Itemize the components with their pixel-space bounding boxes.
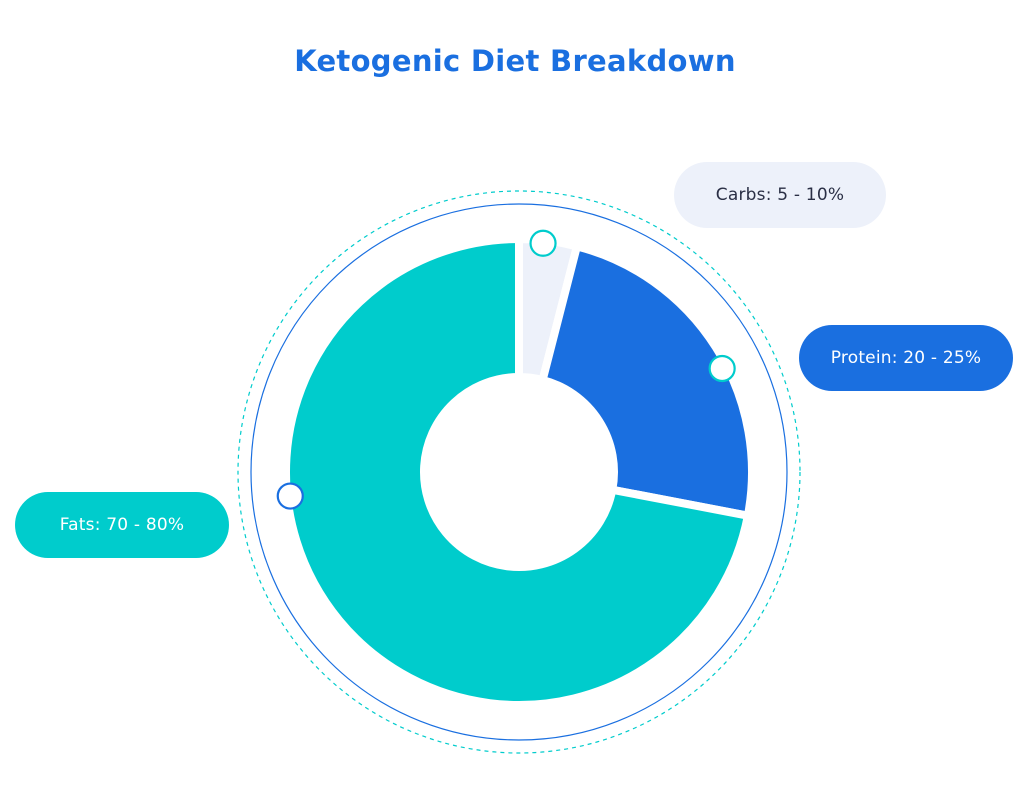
dashed-outer-ring (237, 190, 801, 754)
fats-marker (276, 482, 304, 510)
carbs-marker (529, 229, 557, 257)
pie-slices (282, 234, 756, 709)
slice-markers (276, 229, 736, 510)
protein-label: Protein: 20 - 25% (799, 325, 1013, 391)
chart-title: Ketogenic Diet Breakdown (294, 44, 736, 78)
carbs-label: Carbs: 5 - 10% (674, 162, 886, 228)
solid-outer-ring (250, 203, 788, 741)
fats-label: Fats: 70 - 80% (15, 492, 229, 558)
slice-fats (282, 234, 753, 709)
protein-marker (708, 354, 736, 383)
slice-protein (537, 241, 756, 521)
